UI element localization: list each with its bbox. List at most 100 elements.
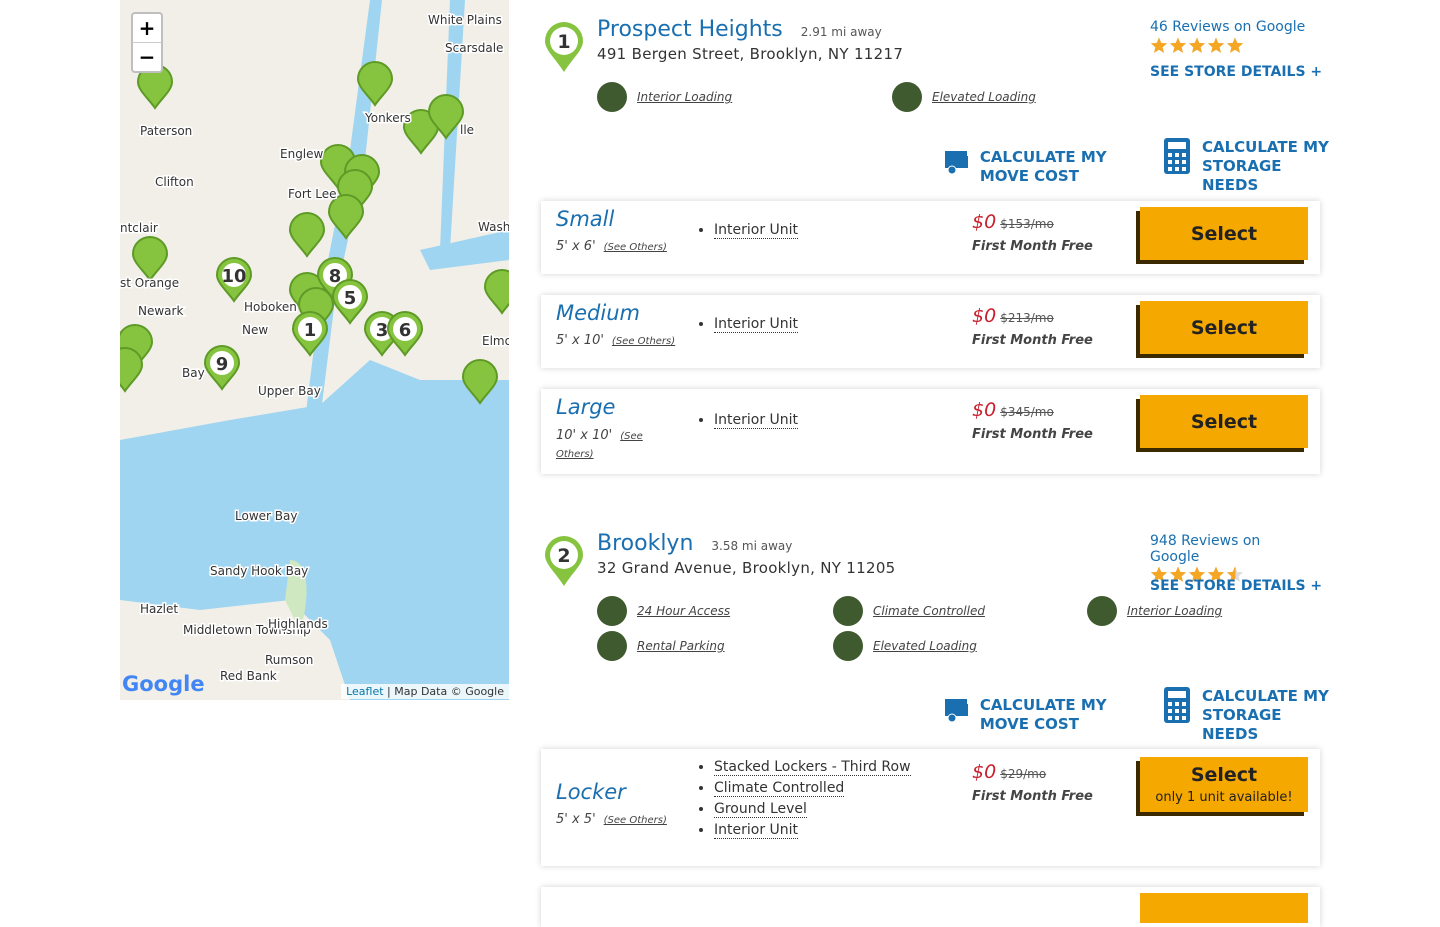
feature: Rental Parking (597, 631, 725, 661)
unit-feature-label: Climate Controlled (714, 780, 845, 797)
address: 32 Grand Avenue, Brooklyn, NY 11205 (597, 559, 896, 577)
store-details-link[interactable]: SEE STORE DETAILS + (1150, 578, 1323, 594)
leaflet-link[interactable]: Leaflet (346, 685, 384, 698)
button-label: Select (1190, 764, 1258, 786)
distance: 3.58 mi away (711, 539, 793, 553)
star (1169, 37, 1187, 53)
zoom-in[interactable]: + (138, 16, 156, 40)
map-label: Newark (138, 304, 183, 318)
storage-needs-button[interactable]: CALCULATE MY STORAGE NEEDS (1164, 138, 1339, 195)
feature-label: Rental Parking (637, 639, 725, 653)
feature: Elevated Loading (892, 82, 1036, 112)
stars (1150, 37, 1244, 53)
see-others[interactable]: (See Others) (556, 431, 643, 460)
marker-number: 9 (216, 354, 229, 375)
map-marker[interactable]: 9 (204, 345, 240, 390)
select-button[interactable]: Select (1140, 207, 1308, 260)
map-label: New (242, 323, 268, 337)
see-others[interactable]: (See Others) (611, 336, 676, 347)
zoom-out[interactable]: − (133, 42, 161, 70)
star (1188, 566, 1206, 582)
unit-size: 5' x 6' (556, 239, 596, 254)
select-button[interactable]: Select (1140, 395, 1308, 448)
star (1207, 37, 1225, 53)
promo: First Month Free (972, 333, 1093, 348)
store-number: 2 (557, 545, 570, 567)
promo: First Month Free (972, 427, 1093, 442)
feature-label: Elevated Loading (873, 639, 977, 653)
map[interactable]: White Plains Scarsdale Yonkers Paterson Engl… (120, 0, 509, 700)
map-label: White Plains (428, 13, 502, 27)
map-marker[interactable]: 1 (292, 311, 328, 356)
button-label: Select (1190, 316, 1258, 339)
map-label: Upper Bay (258, 384, 321, 398)
map-marker[interactable]: 10 (216, 257, 252, 302)
star (1226, 566, 1236, 582)
storage-needs-button[interactable]: CALCULATE MY STORAGE NEEDS (1164, 687, 1339, 744)
unit-feature: Climate Controlled (714, 780, 911, 797)
map-label: Englew (280, 147, 324, 161)
feature-label: 24 Hour Access (637, 604, 731, 618)
button-label: CALCULATE MY STORAGE NEEDS (1202, 138, 1329, 194)
map-label: Hazlet (140, 602, 178, 616)
unit-feature: Interior Unit (714, 316, 799, 333)
see-others[interactable]: (See Others) (603, 242, 667, 253)
map-label: Fort Lee (288, 187, 337, 201)
select-button[interactable]: Select (1140, 301, 1308, 354)
unit-size: 5' x 10' (556, 333, 604, 348)
rating (1150, 566, 1244, 582)
pin-center (222, 263, 246, 287)
unit-feature: Interior Unit (714, 822, 911, 839)
map-logo: Google (122, 672, 205, 696)
marker-number: 5 (344, 288, 357, 309)
park (285, 560, 307, 630)
unit-feature-label: Ground Level (714, 801, 807, 818)
button-label: CALCULATE MY STORAGE NEEDS (1202, 687, 1329, 743)
map-label: Highlands (268, 617, 328, 631)
star (1226, 37, 1244, 53)
page: White Plains Scarsdale Yonkers Paterson Engl… (0, 0, 1440, 900)
price: $0 (972, 211, 997, 233)
zoom-control: + − (131, 12, 163, 73)
feature-label: Interior Loading (1127, 604, 1223, 618)
star (1150, 37, 1168, 53)
store-name[interactable]: Prospect Heights (597, 17, 783, 42)
move-cost-button[interactable]: CALCULATE MY MOVE COST (945, 148, 1135, 186)
store-number: 1 (557, 31, 570, 53)
unit-feature-label: Stacked Lockers - Third Row (714, 759, 911, 776)
map-marker[interactable]: 6 (387, 311, 423, 356)
unit-feature-label: Interior Unit (714, 412, 799, 429)
unit-card: Small 5' x 6'(See Others) Interior Unit … (541, 201, 1320, 274)
unit-name: Medium (556, 301, 640, 325)
unit-name: Small (556, 207, 615, 231)
map-label: Paterson (140, 124, 192, 138)
reviews[interactable]: 948 Reviews on Google (1150, 533, 1261, 565)
feature: Interior Loading (1087, 596, 1222, 626)
feature-label: Interior Loading (637, 90, 733, 104)
stars-filled (1150, 37, 1244, 53)
price: $0 (972, 399, 997, 421)
unit-feature: Interior Unit (714, 412, 799, 429)
map-label: Red Bank (220, 669, 277, 683)
distance: 2.91 mi away (800, 25, 882, 39)
see-others[interactable]: (See Others) (603, 815, 667, 826)
reviews[interactable]: 46 Reviews on Google (1150, 19, 1306, 35)
map-marker[interactable]: 5 (332, 279, 368, 324)
map-label: Yonkers (364, 111, 411, 125)
unit-feature: Interior Unit (714, 222, 799, 239)
feature: Climate Controlled (833, 596, 985, 626)
store-details-link[interactable]: SEE STORE DETAILS + (1150, 64, 1323, 80)
unit-size: 5' x 5' (556, 812, 596, 827)
unit-name: Large (556, 395, 616, 419)
store-name[interactable]: Brooklyn (597, 531, 694, 556)
select-button[interactable]: Select only 1 unit available! (1140, 757, 1308, 812)
price: $0 (972, 305, 997, 327)
map-label: Wash (478, 220, 509, 234)
map-label: Bay (182, 366, 205, 380)
map-marker[interactable]: 8 (317, 257, 353, 302)
star (1188, 37, 1206, 53)
unit-feature: Stacked Lockers - Third Row (714, 759, 911, 776)
marker-number: 3 (376, 320, 389, 341)
attribution-text: | Map Data © Google (387, 685, 504, 698)
move-cost-button[interactable]: CALCULATE MY MOVE COST (945, 696, 1135, 734)
